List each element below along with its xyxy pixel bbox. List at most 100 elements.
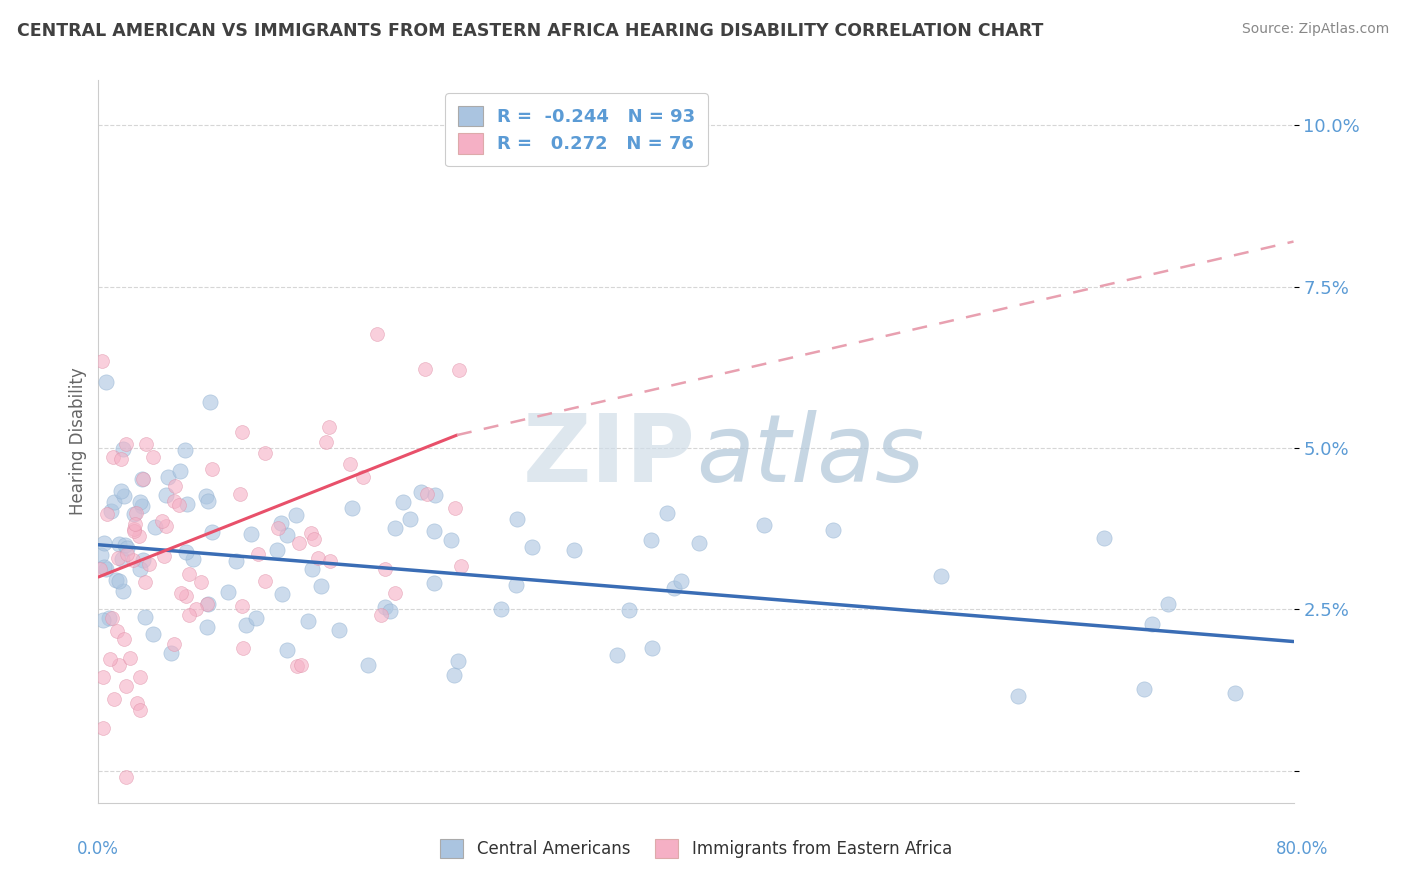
Point <box>378 604 401 618</box>
Point <box>91 670 114 684</box>
Point <box>1132 681 1154 696</box>
Point <box>617 603 640 617</box>
Point <box>235 618 257 632</box>
Point <box>195 620 218 634</box>
Point <box>94 561 117 575</box>
Point <box>285 659 308 673</box>
Point <box>103 692 125 706</box>
Point <box>276 642 298 657</box>
Point <box>352 470 374 484</box>
Point <box>662 581 685 595</box>
Point <box>307 551 329 566</box>
Point <box>447 654 470 668</box>
Point <box>155 518 177 533</box>
Legend: Central Americans, Immigrants from Eastern Africa: Central Americans, Immigrants from Easte… <box>432 830 960 867</box>
Point <box>823 524 845 538</box>
Point <box>134 610 156 624</box>
Point <box>254 445 277 459</box>
Point <box>197 494 219 508</box>
Point <box>217 584 239 599</box>
Text: Source: ZipAtlas.com: Source: ZipAtlas.com <box>1241 22 1389 37</box>
Point <box>169 464 191 478</box>
Point <box>266 543 288 558</box>
Point <box>640 533 662 547</box>
Point <box>374 599 396 614</box>
Point <box>231 425 253 440</box>
Point <box>266 521 288 535</box>
Point <box>124 516 146 531</box>
Point <box>110 483 132 498</box>
Point <box>128 529 150 543</box>
Point <box>101 450 124 464</box>
Point <box>415 487 437 501</box>
Point <box>302 532 325 546</box>
Point <box>339 457 361 471</box>
Point <box>288 535 311 549</box>
Point <box>114 490 136 504</box>
Point <box>271 587 294 601</box>
Y-axis label: Hearing Disability: Hearing Disability <box>69 368 87 516</box>
Point <box>409 485 432 500</box>
Text: atlas: atlas <box>696 410 924 501</box>
Point <box>276 528 298 542</box>
Point <box>131 472 153 486</box>
Point <box>142 627 165 641</box>
Point <box>450 558 472 573</box>
Point <box>328 624 350 638</box>
Point <box>98 652 121 666</box>
Point <box>111 552 134 566</box>
Point <box>669 574 692 589</box>
Point <box>173 442 195 457</box>
Point <box>366 326 388 341</box>
Point <box>231 599 253 613</box>
Point <box>177 566 200 581</box>
Point <box>107 551 129 566</box>
Text: 80.0%: 80.0% <box>1277 840 1329 858</box>
Point <box>115 679 138 693</box>
Point <box>115 436 138 450</box>
Point <box>752 518 775 533</box>
Point <box>174 545 197 559</box>
Point <box>606 648 628 662</box>
Point <box>422 524 444 538</box>
Point <box>111 442 134 457</box>
Point <box>425 488 447 502</box>
Point <box>105 573 128 587</box>
Point <box>128 495 150 509</box>
Point <box>297 614 319 628</box>
Point <box>340 500 363 515</box>
Point <box>184 602 207 616</box>
Point <box>135 437 157 451</box>
Point <box>200 394 222 409</box>
Point <box>506 512 529 526</box>
Point <box>200 524 222 539</box>
Point <box>225 554 247 568</box>
Point <box>181 552 204 566</box>
Point <box>115 541 138 556</box>
Point <box>91 354 114 368</box>
Point <box>143 520 166 534</box>
Point <box>142 450 165 465</box>
Point <box>1157 597 1180 611</box>
Point <box>688 536 710 550</box>
Point <box>657 506 679 520</box>
Point <box>152 514 174 528</box>
Point <box>194 489 217 503</box>
Point <box>247 547 270 561</box>
Point <box>176 497 198 511</box>
Point <box>520 540 543 554</box>
Point <box>98 611 121 625</box>
Point <box>177 607 200 622</box>
Point <box>170 586 193 600</box>
Text: 0.0%: 0.0% <box>77 840 120 858</box>
Point <box>370 607 392 622</box>
Point <box>929 569 952 583</box>
Point <box>423 576 446 591</box>
Point <box>245 611 267 625</box>
Text: CENTRAL AMERICAN VS IMMIGRANTS FROM EASTERN AFRICA HEARING DISABILITY CORRELATIO: CENTRAL AMERICAN VS IMMIGRANTS FROM EAST… <box>17 22 1043 40</box>
Point <box>1140 617 1163 632</box>
Point <box>91 613 114 627</box>
Point <box>125 506 148 520</box>
Point <box>284 508 307 522</box>
Point <box>114 537 136 551</box>
